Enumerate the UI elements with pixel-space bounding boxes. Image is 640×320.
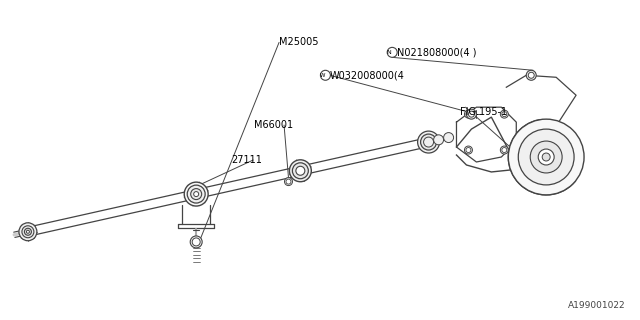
- Circle shape: [285, 178, 292, 186]
- Circle shape: [321, 70, 330, 80]
- Circle shape: [502, 112, 507, 117]
- Circle shape: [192, 238, 200, 246]
- Circle shape: [538, 149, 554, 165]
- Circle shape: [191, 188, 202, 200]
- Circle shape: [500, 146, 508, 154]
- Circle shape: [465, 146, 472, 154]
- Circle shape: [508, 119, 584, 195]
- Circle shape: [466, 112, 471, 117]
- Text: W032008000(4: W032008000(4: [330, 70, 404, 80]
- Text: FIG.195-1: FIG.195-1: [460, 107, 508, 117]
- Circle shape: [500, 110, 508, 118]
- Circle shape: [424, 138, 433, 146]
- Text: M66001: M66001: [254, 120, 293, 130]
- Circle shape: [194, 192, 198, 196]
- Circle shape: [444, 132, 454, 142]
- Circle shape: [518, 129, 574, 185]
- Text: M25005: M25005: [279, 37, 319, 47]
- Circle shape: [184, 182, 208, 206]
- Circle shape: [289, 160, 311, 182]
- Circle shape: [530, 141, 562, 173]
- Text: 27111: 27111: [231, 155, 262, 165]
- Circle shape: [526, 70, 536, 80]
- Text: W: W: [319, 73, 325, 78]
- Circle shape: [424, 137, 433, 147]
- Circle shape: [190, 236, 202, 248]
- Circle shape: [467, 109, 476, 119]
- Circle shape: [296, 166, 305, 175]
- Circle shape: [420, 134, 436, 150]
- Circle shape: [24, 228, 31, 235]
- Circle shape: [387, 47, 397, 57]
- Text: N021808000(4 ): N021808000(4 ): [397, 47, 476, 57]
- Circle shape: [292, 163, 308, 179]
- Circle shape: [434, 135, 444, 145]
- Circle shape: [418, 131, 440, 153]
- Circle shape: [528, 72, 534, 78]
- Circle shape: [26, 230, 29, 233]
- Text: A199001022: A199001022: [568, 300, 626, 309]
- Circle shape: [188, 185, 205, 203]
- Circle shape: [465, 110, 472, 118]
- Circle shape: [19, 223, 37, 241]
- Circle shape: [466, 148, 471, 153]
- Circle shape: [22, 226, 34, 238]
- Circle shape: [286, 179, 291, 184]
- Circle shape: [542, 153, 550, 161]
- Circle shape: [502, 148, 507, 153]
- Text: N: N: [387, 50, 392, 55]
- Circle shape: [468, 111, 474, 117]
